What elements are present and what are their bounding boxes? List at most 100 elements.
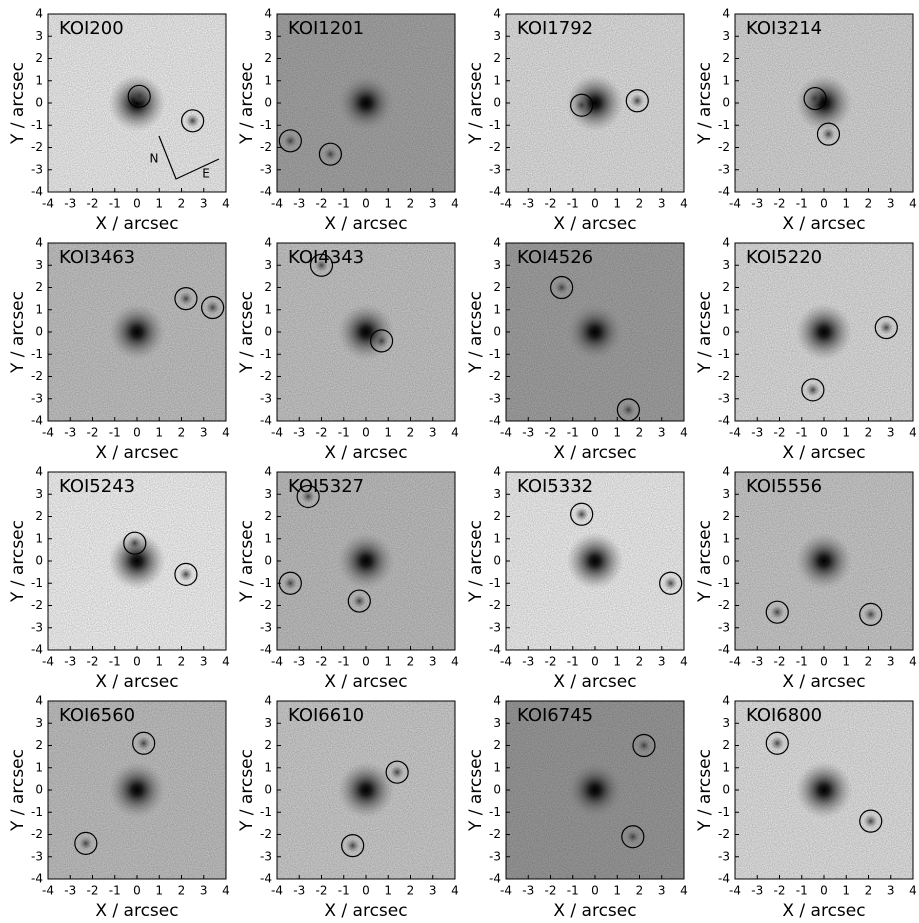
x-tick-label: 3 bbox=[658, 884, 666, 898]
x-tick-label: 2 bbox=[865, 655, 873, 669]
x-axis-label: X / arcsec bbox=[324, 672, 407, 692]
y-tick-label: -3 bbox=[489, 391, 501, 405]
y-axis-label: Y / arcsec bbox=[466, 291, 486, 374]
x-tick-label: 0 bbox=[362, 426, 370, 440]
source bbox=[770, 605, 785, 620]
x-tick-label: 0 bbox=[591, 197, 599, 211]
companion-circle bbox=[816, 122, 841, 146]
y-tick-label: -3 bbox=[260, 620, 272, 634]
y-tick-label: 2 bbox=[35, 738, 43, 752]
y-axis-label: Y / arcsec bbox=[695, 749, 715, 832]
y-axis-label: Y / arcsec bbox=[8, 62, 28, 145]
y-axis-label: Y / arcsec bbox=[237, 291, 257, 374]
x-tick-label: -2 bbox=[316, 426, 328, 440]
image bbox=[48, 472, 226, 650]
y-tick-label: 3 bbox=[35, 258, 43, 272]
y-tick-label: 3 bbox=[264, 258, 272, 272]
y-tick-label: -1 bbox=[718, 347, 730, 361]
y-tick-label: 1 bbox=[493, 302, 501, 316]
y-tick-label: -4 bbox=[260, 414, 272, 428]
image bbox=[277, 243, 455, 421]
x-tick-label: 0 bbox=[820, 655, 828, 669]
y-tick-label: -2 bbox=[31, 598, 43, 612]
y-tick-label: 0 bbox=[493, 783, 501, 797]
y-tick-label: 2 bbox=[35, 509, 43, 523]
y-tick-label: 1 bbox=[35, 760, 43, 774]
x-tick-label: 4 bbox=[680, 197, 688, 211]
image bbox=[506, 243, 684, 421]
x-tick-label: -3 bbox=[293, 426, 305, 440]
x-tick-label: -4 bbox=[271, 426, 283, 440]
y-tick-label: 2 bbox=[722, 738, 730, 752]
x-tick-label: -3 bbox=[64, 655, 76, 669]
source bbox=[821, 127, 836, 142]
image bbox=[48, 243, 226, 421]
y-tick-label: -4 bbox=[489, 414, 501, 428]
x-tick-label: 0 bbox=[133, 884, 141, 898]
x-tick-label: -4 bbox=[42, 197, 54, 211]
x-tick-label: -4 bbox=[271, 655, 283, 669]
y-tick-label: 2 bbox=[35, 51, 43, 65]
x-tick-label: 3 bbox=[200, 655, 208, 669]
x-tick-label: 0 bbox=[820, 426, 828, 440]
image bbox=[277, 14, 455, 192]
y-tick-label: -4 bbox=[260, 185, 272, 199]
source bbox=[636, 738, 651, 753]
y-tick-label: -1 bbox=[260, 347, 272, 361]
y-tick-label: -4 bbox=[718, 872, 730, 886]
x-tick-label: 0 bbox=[591, 655, 599, 669]
y-tick-label: 0 bbox=[722, 96, 730, 110]
companion-circle bbox=[659, 571, 683, 595]
companion-circle bbox=[859, 602, 883, 627]
y-tick-label: 3 bbox=[722, 487, 730, 501]
target-star bbox=[795, 761, 853, 819]
y-tick-label: 1 bbox=[493, 531, 501, 545]
x-tick-label: -4 bbox=[42, 655, 54, 669]
source bbox=[345, 838, 360, 853]
x-tick-label: -3 bbox=[293, 197, 305, 211]
companion-circle bbox=[765, 731, 789, 755]
y-tick-label: 4 bbox=[35, 7, 43, 21]
y-tick-label: 3 bbox=[722, 258, 730, 272]
x-tick-label: 4 bbox=[909, 655, 917, 669]
x-tick-label: 3 bbox=[429, 655, 437, 669]
y-tick-label: 2 bbox=[264, 51, 272, 65]
y-tick-label: 4 bbox=[722, 465, 730, 479]
y-tick-label: 2 bbox=[722, 51, 730, 65]
x-tick-label: 3 bbox=[200, 197, 208, 211]
y-tick-label: 0 bbox=[35, 325, 43, 339]
y-tick-label: 1 bbox=[722, 760, 730, 774]
x-tick-label: -2 bbox=[87, 197, 99, 211]
x-tick-label: -3 bbox=[751, 884, 763, 898]
companion-circle bbox=[181, 109, 205, 133]
y-tick-label: -1 bbox=[489, 805, 501, 819]
y-tick-label: -3 bbox=[718, 162, 730, 176]
source bbox=[323, 147, 338, 162]
y-tick-label: -4 bbox=[31, 185, 43, 199]
y-tick-label: 2 bbox=[35, 280, 43, 294]
source bbox=[78, 836, 93, 851]
y-tick-label: 2 bbox=[264, 280, 272, 294]
source bbox=[283, 133, 298, 148]
y-tick-label: 1 bbox=[493, 73, 501, 87]
panel-title: KOI4526 bbox=[517, 247, 593, 268]
y-tick-label: 1 bbox=[264, 531, 272, 545]
image bbox=[735, 472, 913, 650]
x-tick-label: 2 bbox=[865, 197, 873, 211]
y-tick-label: 3 bbox=[493, 487, 501, 501]
x-tick-label: 4 bbox=[451, 884, 459, 898]
x-axis-label: X / arcsec bbox=[95, 672, 178, 692]
x-tick-label: 0 bbox=[591, 884, 599, 898]
y-tick-label: -3 bbox=[718, 849, 730, 863]
x-tick-label: -4 bbox=[729, 426, 741, 440]
y-tick-label: 0 bbox=[493, 96, 501, 110]
source bbox=[554, 280, 569, 295]
y-tick-label: 4 bbox=[264, 694, 272, 708]
y-tick-label: -1 bbox=[260, 576, 272, 590]
y-tick-label: 1 bbox=[35, 302, 43, 316]
x-tick-label: -1 bbox=[567, 426, 579, 440]
x-tick-label: 3 bbox=[658, 426, 666, 440]
image bbox=[735, 14, 913, 192]
